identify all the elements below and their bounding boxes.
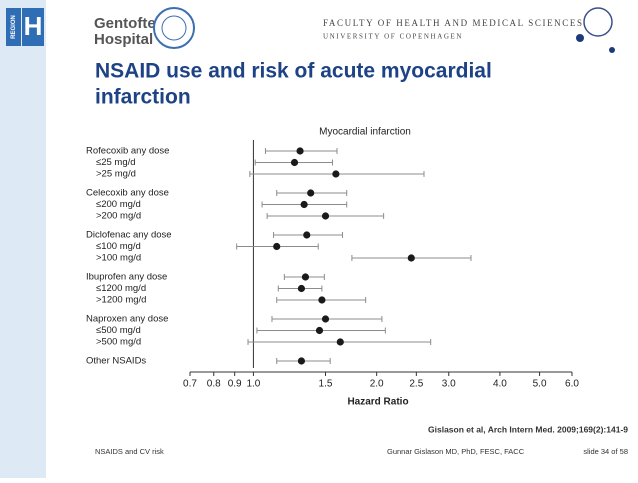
hospital-name: Gentofte [94,15,156,32]
point-estimate [273,242,281,251]
point-estimate [297,357,306,365]
point-estimate [297,284,306,293]
point-estimate [332,170,340,178]
point-estimate [307,189,315,197]
row-label: Rofecoxib any dose [86,146,169,157]
point-estimate [318,296,326,304]
row-label: >500 mg/d [96,337,141,348]
footer-topic: NSAIDS and CV risk [95,447,164,456]
x-tick-label: 0.7 [183,379,197,390]
row-label: >25 mg/d [96,169,136,180]
row-label: Celecoxib any dose [86,188,169,199]
x-tick-label: 4.0 [493,379,507,390]
point-estimate [315,326,324,335]
footer-author: Gunnar Gislason MD, PhD, FESC, FACC [387,447,525,456]
x-tick-label: 2.5 [409,379,423,390]
point-estimate [321,315,330,323]
seal [153,7,195,49]
point-estimate [301,273,310,281]
decor-dot [576,34,584,42]
x-tick-label: 6.0 [565,379,579,390]
region-h-box [22,8,44,46]
row-label: >100 mg/d [96,253,141,264]
region-letter: H [24,11,43,41]
point-estimate [303,231,311,239]
seal [161,15,187,41]
x-tick-label: 1.5 [319,379,333,390]
point-estimate [296,147,304,155]
footer-slide: slide 34 of 58 [583,447,628,456]
row-label: Other NSAIDs [86,356,146,367]
decor-dot [609,47,615,53]
row-label: ≤500 mg/d [96,325,141,336]
x-tick-label: 1.0 [246,379,260,390]
row-label: Naproxen any dose [86,314,168,325]
row-label: ≤200 mg/d [96,199,141,210]
x-axis-label: Hazard Ratio [347,397,408,408]
row-label: Ibuprofen any dose [86,272,167,283]
region-logo [6,8,21,46]
faculty-name: FACULTY OF HEALTH AND MEDICAL SCIENCES [323,18,584,28]
row-label: Diclofenac any dose [86,230,172,241]
row-label: >200 mg/d [96,211,141,222]
row-label: >1200 mg/d [96,295,146,306]
x-tick-label: 5.0 [533,379,547,390]
row-label: ≤100 mg/d [96,241,141,252]
hospital-name: Hospital [94,31,153,48]
citation: Gislason et al, Arch Intern Med. 2009;16… [428,424,628,434]
row-label: ≤25 mg/d [96,157,136,168]
x-tick-label: 0.8 [207,379,221,390]
x-tick-label: 0.9 [228,379,242,390]
point-estimate [300,200,308,209]
slide-title: infarction [95,86,191,109]
point-estimate [336,338,344,346]
x-tick-label: 2.0 [370,379,384,390]
x-tick-label: 3.0 [442,379,456,390]
university-name: UNIVERSITY OF COPENHAGEN [323,33,463,41]
point-estimate [407,254,415,262]
point-estimate [290,158,299,167]
row-label: ≤1200 mg/d [96,283,146,294]
region-text: REGION [11,15,17,39]
chart-title: Myocardial infarction [319,127,411,138]
slide-title: NSAID use and risk of acute myocardial [95,60,492,83]
side-band [0,0,46,478]
point-estimate [321,212,330,220]
university-seal [583,7,613,37]
